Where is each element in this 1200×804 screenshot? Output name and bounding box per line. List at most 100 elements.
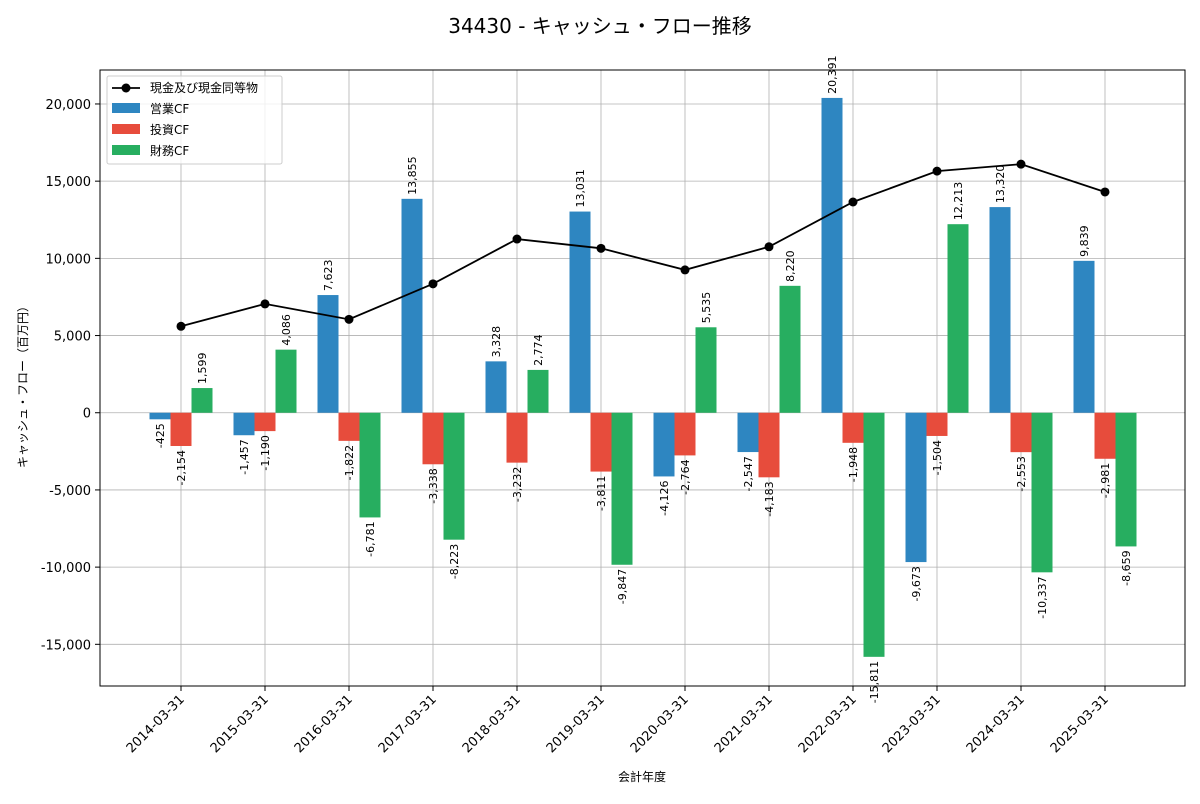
x-tick-label: 2020-03-31 (628, 692, 692, 756)
x-tick-label: 2018-03-31 (460, 692, 524, 756)
bar-value-label: -3,811 (595, 476, 608, 511)
bar-investing (254, 412, 276, 432)
bar-value-label: -9,847 (616, 569, 629, 604)
cash-point (1016, 159, 1026, 169)
y-tick-label: 5,000 (54, 330, 91, 345)
x-tick-label: 2025-03-31 (1048, 692, 1112, 756)
bar-value-label: -3,232 (511, 467, 524, 502)
cash-point (1100, 187, 1110, 197)
bar-operating (233, 412, 255, 436)
x-tick-label: 2016-03-31 (292, 692, 356, 756)
legend-swatch-investing (112, 124, 140, 134)
bar-value-label: -1,948 (847, 447, 860, 482)
bar-investing (1094, 412, 1116, 459)
bar-financing (359, 412, 381, 518)
bar-value-label: -1,190 (259, 435, 272, 470)
x-tick-label: 2014-03-31 (124, 692, 188, 756)
y-axis-label: キャッシュ・フロー（百万円） (16, 300, 30, 468)
x-tick-label: 2019-03-31 (544, 692, 608, 756)
bars-layer (149, 97, 1137, 657)
cash-point (764, 242, 774, 252)
bar-operating (485, 361, 507, 413)
bar-value-label: -2,547 (742, 456, 755, 491)
data-labels-layer: -425 -1,457 7,623 13,855 3,328 13,031 -4,126 -2… (154, 55, 1133, 703)
cash-point (596, 243, 606, 253)
bar-value-label: 20,391 (826, 55, 839, 94)
legend-box (106, 75, 283, 165)
bar-operating (401, 198, 423, 413)
cash-line (180, 163, 1106, 328)
legend-swatch-operating (112, 103, 140, 113)
bar-investing (422, 412, 444, 465)
bar-value-label: 13,855 (406, 156, 419, 195)
bar-value-label: 5,535 (700, 292, 713, 324)
y-tick-label: -15,000 (41, 638, 91, 653)
bar-value-label: -2,553 (1015, 456, 1028, 491)
bar-operating (653, 412, 675, 477)
bar-investing (842, 412, 864, 443)
bar-investing (758, 412, 780, 478)
bar-operating (569, 211, 591, 413)
bar-value-label: 1,599 (196, 353, 209, 385)
y-tick-label: 10,000 (46, 252, 92, 267)
bar-investing (1010, 412, 1032, 453)
legend-label-cash: 現金及び現金同等物 (150, 80, 258, 95)
bar-investing (590, 412, 612, 472)
bar-value-label: -8,223 (448, 544, 461, 579)
legend-label-investing: 投資CF (150, 122, 189, 137)
x-tick-label: 2015-03-31 (208, 692, 272, 756)
bar-operating (821, 97, 843, 413)
cash-point (344, 314, 354, 324)
bar-financing (275, 349, 297, 413)
bar-financing (947, 224, 969, 413)
y-tick-label: -10,000 (41, 561, 91, 576)
bar-financing (527, 369, 549, 413)
bar-financing (443, 412, 465, 540)
cash-point (932, 166, 942, 176)
bar-operating (1073, 260, 1095, 413)
bar-operating (905, 412, 927, 563)
legend-marker-swatch (121, 83, 131, 93)
cash-point (512, 234, 522, 244)
bar-operating (149, 412, 171, 420)
cash-point (848, 197, 858, 207)
legend-swatch-financing (112, 145, 140, 155)
x-tick-label: 2017-03-31 (376, 692, 440, 756)
bar-value-label: 12,213 (952, 182, 965, 221)
bar-value-label: -4,126 (658, 480, 671, 515)
bar-value-label: 2,774 (532, 334, 545, 366)
bar-investing (926, 412, 948, 436)
bar-financing (191, 388, 213, 413)
y-tick-label: 0 (83, 407, 91, 422)
legend-label-operating: 営業CF (150, 102, 189, 116)
bar-operating (737, 412, 759, 453)
bar-financing (1115, 412, 1137, 547)
bar-value-label: -3,338 (427, 468, 440, 503)
cash-point (680, 265, 690, 275)
bar-financing (863, 412, 885, 657)
bar-value-label: 13,031 (574, 169, 587, 208)
bar-value-label: -425 (154, 423, 167, 448)
bar-investing (170, 412, 192, 446)
y-tick-label: -5,000 (49, 484, 91, 499)
bar-financing (1031, 412, 1053, 573)
x-axis-label: 会計年度 (618, 769, 666, 784)
bar-value-label: -2,764 (679, 459, 692, 494)
bar-value-label: -1,504 (931, 440, 944, 475)
bar-operating (317, 295, 339, 413)
bar-investing (674, 412, 696, 456)
bar-value-label: -4,183 (763, 481, 776, 516)
line-layer (176, 159, 1110, 331)
bar-value-label: -2,154 (175, 450, 188, 485)
bar-value-label: -15,811 (868, 661, 881, 703)
bar-value-label: -6,781 (364, 521, 377, 556)
plot-frame (99, 69, 1186, 687)
bar-value-label: -10,337 (1036, 576, 1049, 618)
x-tick-label: 2021-03-31 (712, 692, 776, 756)
legend: 現金及び現金同等物 営業CF 投資CF 財務CF (106, 75, 283, 165)
cash-point (176, 321, 186, 331)
cash-point (260, 299, 270, 309)
bar-value-label: 7,623 (322, 260, 335, 292)
x-tick-label: 2023-03-31 (880, 692, 944, 756)
